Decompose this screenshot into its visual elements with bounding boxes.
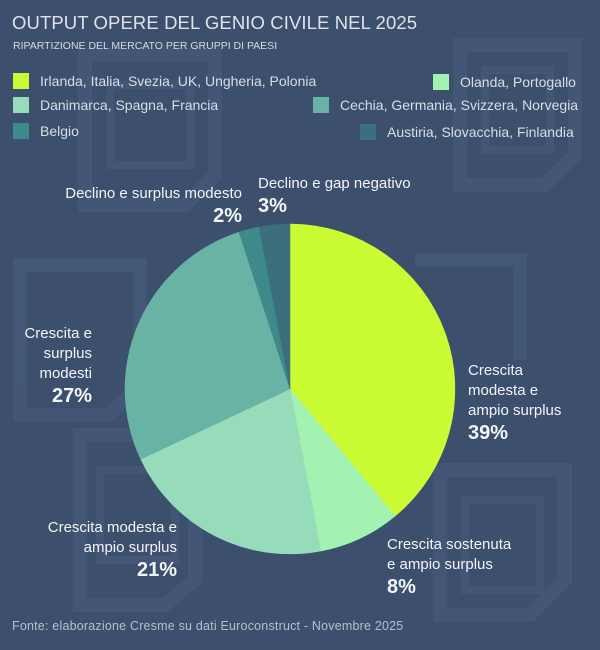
legend-item-olanda-portogallo[interactable]: Olanda, Portogallo bbox=[433, 74, 576, 90]
legend-swatch-icon bbox=[360, 124, 376, 140]
legend-label: Cechia, Germania, Svizzera, Norvegia bbox=[340, 97, 579, 113]
legend-label: Austiria, Slovacchia, Finlandia bbox=[387, 124, 574, 140]
pie-slice[interactable] bbox=[140, 388, 322, 555]
pie-slice[interactable] bbox=[289, 223, 456, 517]
slice-percent: 8% bbox=[387, 576, 416, 598]
legend-swatch-icon bbox=[13, 73, 29, 89]
slice-percent: 27% bbox=[51, 385, 92, 407]
pie-slice[interactable] bbox=[258, 223, 291, 390]
legend-label: Olanda, Portogallo bbox=[460, 74, 576, 90]
slice-label-39: Crescita modesta e ampio surplus 39% bbox=[468, 362, 562, 444]
legend-item-danimarca-spagna[interactable]: Danimarca, Spagna, Francia bbox=[13, 97, 218, 113]
slice-label-8: Crescita sostenuta e ampio surplus 8% bbox=[387, 536, 512, 598]
slice-percent: 2% bbox=[213, 205, 242, 227]
slice-label-2: Declino e surplus modesto 2% bbox=[65, 185, 242, 227]
legend-swatch-icon bbox=[313, 97, 329, 113]
legend-swatch-icon bbox=[13, 97, 29, 113]
slice-label-21: Crescita modesta e ampio surplus 21% bbox=[47, 519, 177, 581]
slice-percent: 21% bbox=[136, 559, 177, 581]
slice-label-3: Declino e gap negativo 3% bbox=[258, 175, 411, 217]
legend-item-irlanda-italia[interactable]: Irlanda, Italia, Svezia, UK, Ungheria, P… bbox=[13, 73, 316, 89]
legend-item-austiria-slovacchia[interactable]: Austiria, Slovacchia, Finlandia bbox=[360, 124, 574, 140]
legend-swatch-icon bbox=[13, 123, 29, 139]
chart-subtitle: RIPARTIZIONE DEL MERCATO PER GRUPPI DI P… bbox=[13, 40, 278, 52]
source-footnote: Fonte: elaborazione Cresme su dati Euroc… bbox=[12, 619, 404, 633]
slice-label-27: Crescita e surplus modesti 27% bbox=[24, 325, 92, 407]
legend-item-belgio[interactable]: Belgio bbox=[13, 123, 79, 139]
slice-percent: 39% bbox=[468, 422, 509, 444]
legend-swatch-icon bbox=[433, 74, 449, 90]
legend-label: Irlanda, Italia, Svezia, UK, Ungheria, P… bbox=[40, 73, 317, 89]
pie-slice[interactable] bbox=[124, 231, 291, 460]
legend-item-cechia-germania[interactable]: Cechia, Germania, Svizzera, Norvegia bbox=[313, 97, 578, 113]
legend-label: Danimarca, Spagna, Francia bbox=[40, 97, 219, 113]
chart-title: OUTPUT OPERE DEL GENIO CIVILE NEL 2025 bbox=[12, 12, 418, 33]
slice-percent: 3% bbox=[258, 195, 287, 217]
legend-label: Belgio bbox=[40, 123, 79, 139]
